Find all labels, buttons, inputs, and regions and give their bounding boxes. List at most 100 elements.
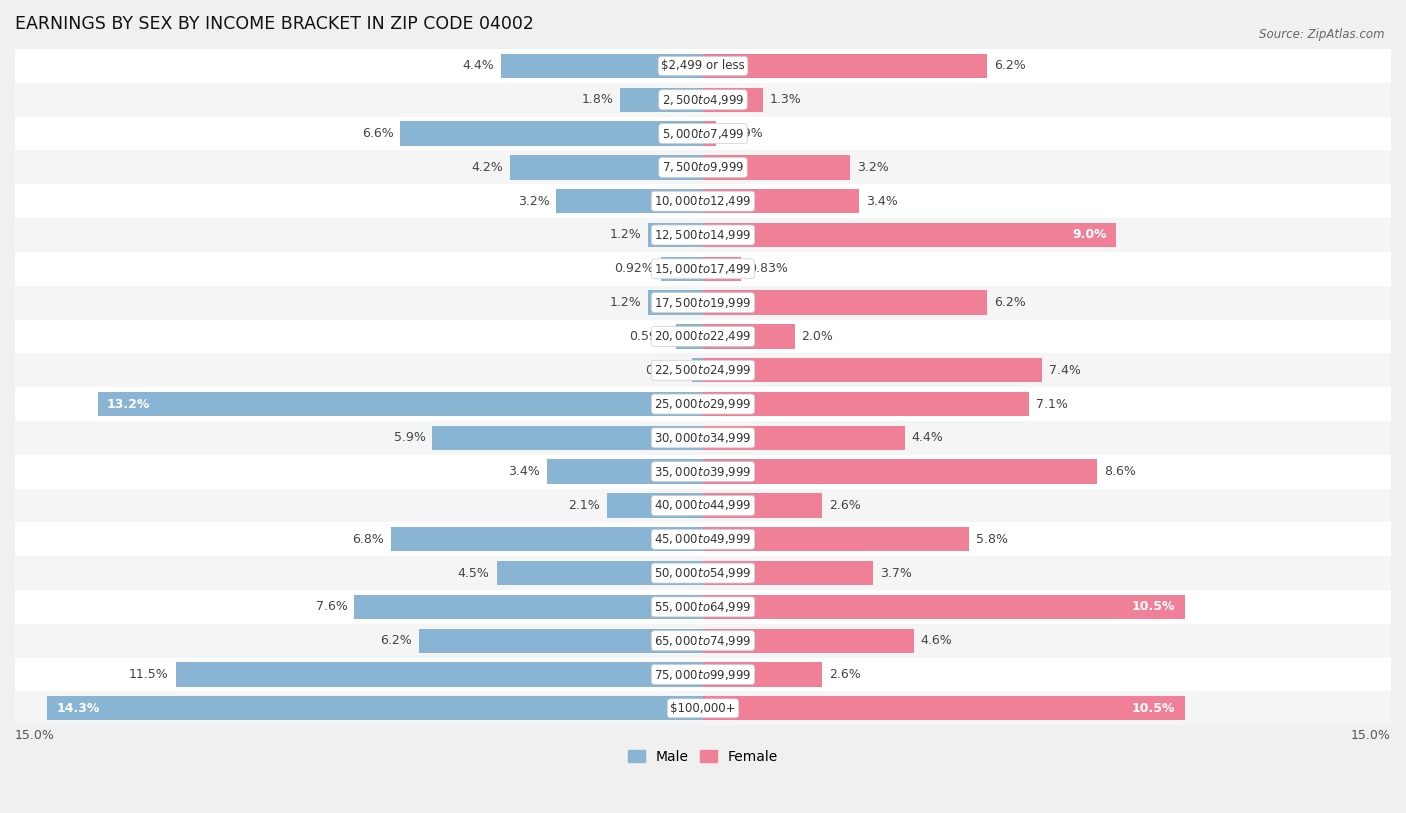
Bar (648, 223, 703, 247)
Bar (703, 189, 859, 213)
Text: 0.92%: 0.92% (614, 263, 654, 276)
Text: Source: ZipAtlas.com: Source: ZipAtlas.com (1260, 28, 1385, 41)
Bar (703, 358, 1042, 382)
Bar (15, 83, 1391, 116)
Bar (703, 257, 741, 281)
Bar (15, 421, 1391, 454)
Text: $55,000 to $64,999: $55,000 to $64,999 (654, 600, 752, 614)
Bar (15, 320, 1391, 354)
Bar (419, 628, 703, 653)
Text: 2.1%: 2.1% (568, 499, 600, 512)
Bar (48, 696, 703, 720)
Bar (15, 658, 1391, 691)
Bar (15, 454, 1391, 489)
Text: 6.2%: 6.2% (994, 296, 1026, 309)
Text: $22,500 to $24,999: $22,500 to $24,999 (654, 363, 752, 377)
Bar (501, 54, 703, 78)
Text: 1.3%: 1.3% (769, 93, 801, 107)
Text: 6.8%: 6.8% (353, 533, 384, 546)
Text: 11.5%: 11.5% (129, 668, 169, 681)
Bar (703, 54, 987, 78)
Bar (15, 354, 1391, 387)
Text: EARNINGS BY SEX BY INCOME BRACKET IN ZIP CODE 04002: EARNINGS BY SEX BY INCOME BRACKET IN ZIP… (15, 15, 534, 33)
Text: 8.6%: 8.6% (1104, 465, 1136, 478)
Bar (703, 392, 1029, 416)
Bar (703, 121, 716, 146)
Bar (648, 290, 703, 315)
Text: 3.4%: 3.4% (509, 465, 540, 478)
Bar (703, 696, 1185, 720)
Bar (703, 426, 905, 450)
Bar (703, 88, 762, 112)
Text: $65,000 to $74,999: $65,000 to $74,999 (654, 633, 752, 648)
Text: $7,500 to $9,999: $7,500 to $9,999 (662, 160, 744, 174)
Bar (703, 628, 914, 653)
Text: 4.2%: 4.2% (472, 161, 503, 174)
Text: $100,000+: $100,000+ (671, 702, 735, 715)
Text: 2.0%: 2.0% (801, 330, 834, 343)
Bar (15, 116, 1391, 150)
Bar (15, 691, 1391, 725)
Bar (661, 257, 703, 281)
Bar (703, 290, 987, 315)
Text: 0.83%: 0.83% (748, 263, 787, 276)
Bar (703, 561, 873, 585)
Text: 6.2%: 6.2% (380, 634, 412, 647)
Text: $2,499 or less: $2,499 or less (661, 59, 745, 72)
Text: 10.5%: 10.5% (1132, 600, 1175, 613)
Text: 3.2%: 3.2% (856, 161, 889, 174)
Text: 15.0%: 15.0% (1351, 729, 1391, 742)
Text: 0.29%: 0.29% (723, 127, 763, 140)
Bar (97, 392, 703, 416)
Text: 6.2%: 6.2% (994, 59, 1026, 72)
Text: $50,000 to $54,999: $50,000 to $54,999 (654, 566, 752, 580)
Text: 3.7%: 3.7% (880, 567, 911, 580)
Text: 6.6%: 6.6% (361, 127, 394, 140)
Bar (15, 150, 1391, 185)
Bar (433, 426, 703, 450)
Text: 15.0%: 15.0% (15, 729, 55, 742)
Bar (391, 527, 703, 551)
Text: 9.0%: 9.0% (1071, 228, 1107, 241)
Bar (620, 88, 703, 112)
Bar (557, 189, 703, 213)
Text: $35,000 to $39,999: $35,000 to $39,999 (654, 465, 752, 479)
Text: $75,000 to $99,999: $75,000 to $99,999 (654, 667, 752, 681)
Text: 13.2%: 13.2% (107, 398, 150, 411)
Text: 2.6%: 2.6% (830, 499, 860, 512)
Bar (496, 561, 703, 585)
Text: $5,000 to $7,499: $5,000 to $7,499 (662, 127, 744, 141)
Text: 14.3%: 14.3% (56, 702, 100, 715)
Bar (676, 324, 703, 349)
Legend: Male, Female: Male, Female (623, 745, 783, 769)
Bar (703, 595, 1185, 619)
Bar (703, 459, 1098, 484)
Text: $17,500 to $19,999: $17,500 to $19,999 (654, 296, 752, 310)
Text: 4.4%: 4.4% (911, 432, 943, 445)
Text: $2,500 to $4,999: $2,500 to $4,999 (662, 93, 744, 107)
Text: $45,000 to $49,999: $45,000 to $49,999 (654, 533, 752, 546)
Text: 7.4%: 7.4% (1049, 363, 1081, 376)
Text: $25,000 to $29,999: $25,000 to $29,999 (654, 397, 752, 411)
Bar (703, 324, 794, 349)
Bar (15, 590, 1391, 624)
Text: 10.5%: 10.5% (1132, 702, 1175, 715)
Text: 1.8%: 1.8% (582, 93, 613, 107)
Bar (692, 358, 703, 382)
Bar (15, 185, 1391, 218)
Bar (703, 223, 1116, 247)
Bar (510, 155, 703, 180)
Text: $15,000 to $17,499: $15,000 to $17,499 (654, 262, 752, 276)
Bar (176, 663, 703, 687)
Text: 1.2%: 1.2% (609, 228, 641, 241)
Bar (15, 252, 1391, 285)
Bar (15, 387, 1391, 421)
Text: $30,000 to $34,999: $30,000 to $34,999 (654, 431, 752, 445)
Bar (401, 121, 703, 146)
Bar (703, 527, 969, 551)
Bar (15, 218, 1391, 252)
Text: 0.59%: 0.59% (628, 330, 669, 343)
Text: 5.9%: 5.9% (394, 432, 426, 445)
Bar (703, 155, 849, 180)
Bar (354, 595, 703, 619)
